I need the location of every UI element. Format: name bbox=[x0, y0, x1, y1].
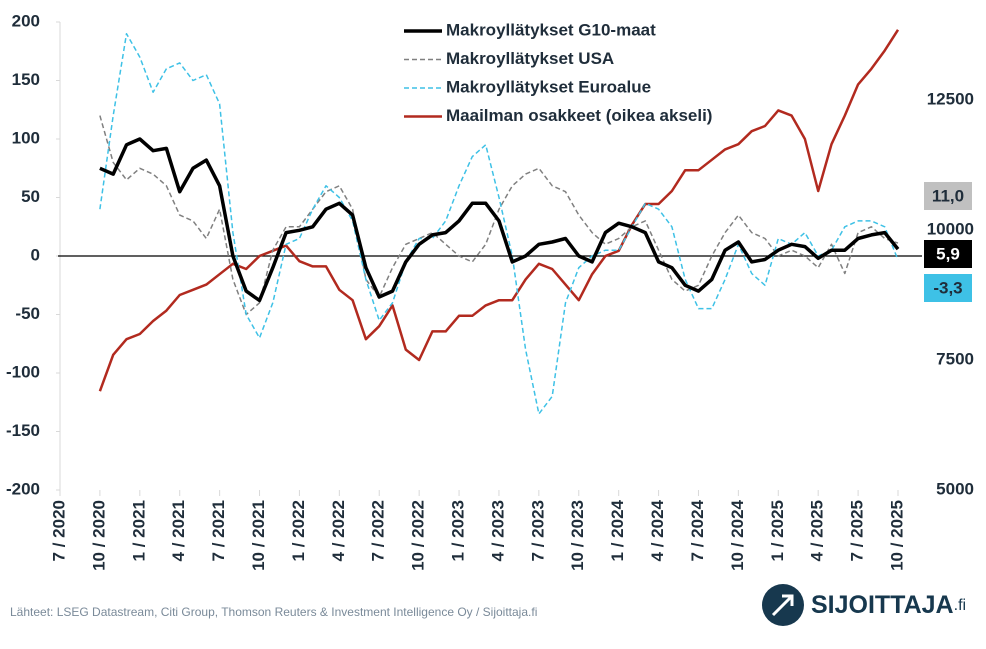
legend-label: Maailman osakkeet (oikea akseli) bbox=[446, 106, 712, 125]
logo-text: SIJOITTAJA.fi bbox=[811, 591, 966, 619]
x-tick-label: 4 / 2021 bbox=[169, 500, 188, 561]
series-line bbox=[99, 137, 900, 303]
x-tick-label: 7 / 2022 bbox=[369, 500, 388, 561]
legend-label: Makroyllätykset G10-maat bbox=[446, 20, 656, 39]
end-label: 5,9 bbox=[936, 244, 960, 263]
y2-tick-label: 5000 bbox=[936, 479, 974, 498]
y2-tick-label: 7500 bbox=[936, 349, 974, 368]
y-tick-label: 100 bbox=[12, 128, 40, 147]
y-tick-label: -150 bbox=[6, 421, 40, 440]
y-tick-label: 0 bbox=[31, 245, 40, 264]
series-line bbox=[99, 32, 899, 415]
logo-suffix: .fi bbox=[954, 597, 966, 614]
x-tick-label: 7 / 2025 bbox=[848, 500, 867, 561]
series-line bbox=[99, 115, 899, 316]
x-tick-label: 7 / 2023 bbox=[528, 500, 547, 561]
logo-arrow bbox=[771, 594, 794, 617]
x-tick-label: 1 / 2023 bbox=[449, 500, 468, 561]
y2-tick-label: 12500 bbox=[927, 89, 974, 108]
x-tick-label: 7 / 2021 bbox=[209, 500, 228, 561]
x-tick-label: 1 / 2024 bbox=[608, 499, 627, 561]
logo: SIJOITTAJA.fi bbox=[762, 584, 966, 626]
y2-tick-label: 10000 bbox=[927, 219, 974, 238]
x-tick-label: 7 / 2024 bbox=[688, 499, 707, 561]
end-label-box bbox=[924, 240, 972, 268]
logo-name: SIJOITTAJA bbox=[811, 591, 954, 619]
y-tick-label: 200 bbox=[12, 11, 40, 30]
source: Lähteet: LSEG Datastream, Citi Group, Th… bbox=[10, 605, 537, 619]
x-tick-label: 7 / 2020 bbox=[49, 500, 68, 561]
legend-label: Makroyllätykset USA bbox=[446, 49, 614, 68]
x-tick-label: 10 / 2025 bbox=[887, 500, 906, 571]
y-tick-label: -200 bbox=[6, 479, 40, 498]
x-tick-label: 4 / 2025 bbox=[808, 500, 827, 561]
x-tick-label: 10 / 2024 bbox=[728, 499, 747, 570]
end-label-box bbox=[924, 182, 972, 210]
x-tick-label: 4 / 2024 bbox=[648, 499, 667, 561]
x-tick-label: 1 / 2021 bbox=[129, 500, 148, 561]
series-line bbox=[98, 29, 900, 392]
end-label-box bbox=[924, 274, 972, 302]
end-label: -3,3 bbox=[933, 278, 962, 297]
x-tick-label: 10 / 2022 bbox=[409, 500, 428, 571]
y-tick-label: 50 bbox=[21, 187, 40, 206]
x-tick-label: 10 / 2023 bbox=[568, 500, 587, 571]
end-label: 11,0 bbox=[932, 186, 964, 205]
x-tick-label: 1 / 2025 bbox=[768, 500, 787, 561]
x-tick-label: 10 / 2020 bbox=[89, 500, 108, 571]
x-tick-label: 4 / 2023 bbox=[488, 500, 507, 561]
x-tick-label: 4 / 2022 bbox=[329, 500, 348, 561]
x-tick-label: 1 / 2022 bbox=[289, 500, 308, 561]
legend-label: Makroyllätykset Euroalue bbox=[446, 77, 651, 96]
y-tick-label: 150 bbox=[12, 70, 40, 89]
y-tick-label: -100 bbox=[6, 362, 40, 381]
x-tick-label: 10 / 2021 bbox=[249, 500, 268, 571]
y-tick-label: -50 bbox=[15, 304, 40, 323]
